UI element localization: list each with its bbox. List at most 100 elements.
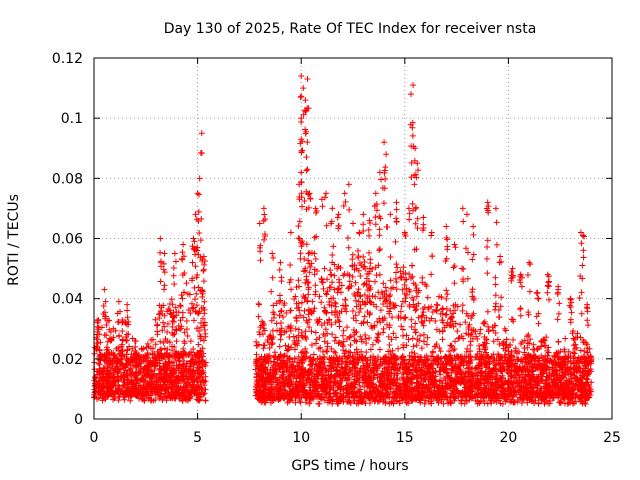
data-point (310, 351, 317, 358)
data-point (446, 348, 453, 355)
data-point (306, 316, 313, 323)
data-point (154, 328, 161, 335)
data-point (91, 344, 98, 351)
data-point (571, 336, 578, 343)
data-point (121, 376, 128, 383)
data-point (164, 320, 171, 327)
data-point (316, 334, 323, 341)
data-point (132, 338, 139, 345)
data-point (332, 349, 339, 356)
data-point (530, 341, 537, 348)
data-point (192, 296, 199, 303)
data-point (321, 338, 328, 345)
data-point (439, 317, 446, 324)
data-point (312, 340, 319, 347)
data-point (562, 335, 569, 342)
data-point (327, 271, 334, 278)
data-point (308, 342, 315, 349)
data-point (135, 382, 142, 389)
chart-title: Day 130 of 2025, Rate Of TEC Index for r… (164, 21, 537, 37)
data-point (457, 321, 464, 328)
data-point (357, 272, 364, 279)
data-point (96, 361, 103, 368)
data-point (412, 307, 419, 314)
data-point (329, 279, 336, 286)
data-point (408, 323, 415, 330)
data-point (152, 316, 159, 323)
data-point (118, 362, 125, 369)
data-point (544, 347, 551, 354)
data-point (158, 391, 165, 398)
data-point (480, 320, 487, 327)
data-point (150, 397, 157, 404)
data-point (183, 318, 190, 325)
data-point (362, 336, 369, 343)
data-point (448, 314, 455, 321)
data-point (122, 319, 129, 326)
data-point (433, 301, 440, 308)
data-point (107, 329, 114, 336)
data-point (327, 267, 334, 274)
data-points (91, 73, 595, 407)
data-point (171, 331, 178, 338)
data-point (581, 348, 588, 355)
data-point (190, 317, 197, 324)
data-point (187, 310, 194, 317)
data-point (393, 269, 400, 276)
data-point (277, 336, 284, 343)
data-point (420, 331, 427, 338)
data-point (178, 323, 185, 330)
data-point (561, 348, 568, 355)
data-point (181, 329, 188, 336)
data-point (108, 361, 115, 368)
data-point (309, 298, 316, 305)
data-point (200, 337, 207, 344)
data-point (402, 314, 409, 321)
data-point (555, 338, 562, 345)
data-point (167, 310, 174, 317)
data-point (124, 376, 131, 383)
data-point (339, 332, 346, 339)
data-point (107, 337, 114, 344)
data-point (119, 327, 126, 334)
data-point (433, 307, 440, 314)
data-point (187, 349, 194, 356)
data-point (374, 334, 381, 341)
data-point (293, 314, 300, 321)
data-point (352, 279, 359, 286)
data-point (395, 345, 402, 352)
data-point (376, 346, 383, 353)
data-point (101, 331, 108, 338)
data-point (336, 323, 343, 330)
data-point (188, 300, 195, 307)
data-point (424, 334, 431, 341)
data-point (375, 330, 382, 337)
data-point (133, 375, 140, 382)
data-point (197, 319, 204, 326)
data-point (439, 306, 446, 313)
data-point (398, 303, 405, 310)
data-point (124, 347, 131, 354)
data-point (401, 315, 408, 322)
data-point (485, 323, 492, 330)
data-point (318, 299, 325, 306)
data-point (323, 291, 330, 298)
data-point (201, 326, 208, 333)
data-point (372, 293, 379, 300)
data-point (451, 346, 458, 353)
data-point (161, 390, 168, 397)
data-point (104, 338, 111, 345)
data-point (183, 280, 190, 287)
data-point (377, 307, 384, 314)
data-point (323, 347, 330, 354)
data-point (152, 341, 159, 348)
data-point (200, 322, 207, 329)
data-point (433, 326, 440, 333)
data-point (331, 348, 338, 355)
data-point (103, 322, 110, 329)
data-point (187, 363, 194, 370)
data-point (160, 319, 167, 326)
data-point (260, 345, 267, 352)
data-point (276, 343, 283, 350)
data-point (169, 323, 176, 330)
